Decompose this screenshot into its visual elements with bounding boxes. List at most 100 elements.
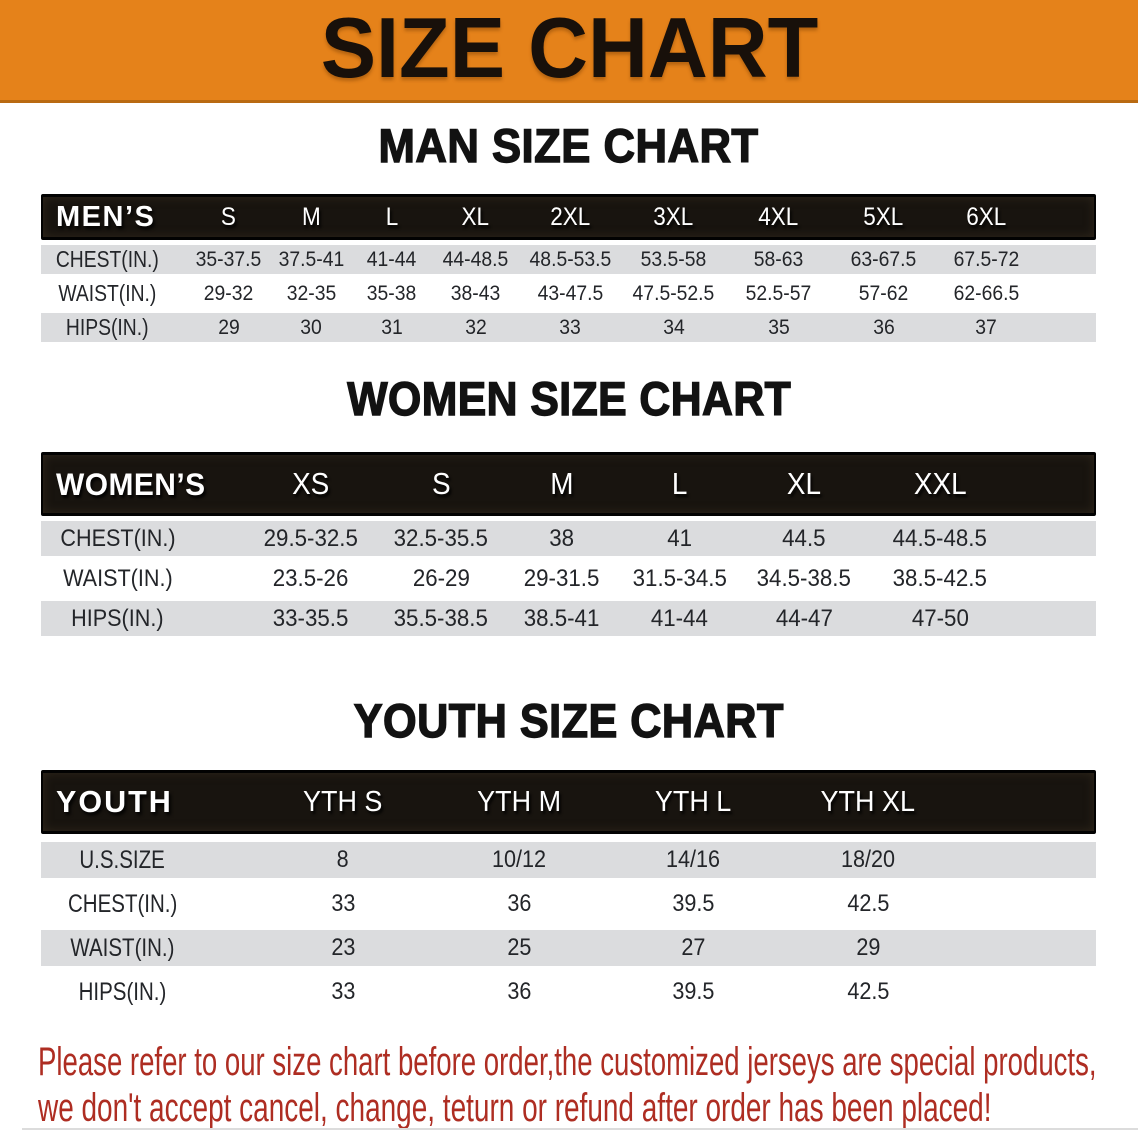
cell-text: 38.5-41 xyxy=(524,604,600,632)
cell: 34 xyxy=(621,313,726,342)
header-corner-label: YOUTH xyxy=(43,773,254,831)
cell-text: 44.5 xyxy=(782,524,826,552)
cell: 39.5 xyxy=(606,886,780,922)
table-row: HIPS(IN.) 33-35.5 35.5-38.5 38.5-41 41-4… xyxy=(41,601,1096,636)
cell-text: 37.5-41 xyxy=(278,247,344,271)
cell-text: 53.5-58 xyxy=(640,247,707,271)
header-cell: M xyxy=(271,197,351,237)
section-title-text: MAN SIZE CHART xyxy=(378,118,760,172)
cell: 33 xyxy=(254,974,432,1010)
row-label: U.S.SIZE xyxy=(41,842,254,878)
cell: 31.5-34.5 xyxy=(620,561,739,596)
table-row: HIPS(IN.) 29 30 31 32 33 34 35 36 37 xyxy=(41,313,1096,342)
row-spacer xyxy=(956,974,1096,1010)
header-cell: 5XL xyxy=(831,197,936,237)
cell: 29.5-32.5 xyxy=(244,521,378,556)
cell-text: 38 xyxy=(549,524,575,552)
cell: 25 xyxy=(432,930,606,966)
table-header-row: MEN’S S M L XL 2XL 3XL 4XL 5XL 6XL xyxy=(41,194,1096,240)
cell: 10/12 xyxy=(432,842,606,878)
cell: 58-63 xyxy=(726,245,831,274)
header-spacer xyxy=(1011,455,1094,513)
cell-text: 14/16 xyxy=(665,846,721,873)
cell: 30 xyxy=(271,313,351,342)
header-cell: M xyxy=(504,455,620,513)
cell: 37.5-41 xyxy=(271,245,351,274)
cell: 63-67.5 xyxy=(831,245,936,274)
section-title-0: MAN SIZE CHART xyxy=(0,119,1138,171)
cell-text: 29-32 xyxy=(203,281,254,305)
cell-text: 35.5-38.5 xyxy=(393,604,489,632)
header-cell: L xyxy=(620,455,739,513)
cell-text: 44.5-48.5 xyxy=(892,524,988,552)
header-cell-text: L xyxy=(385,202,398,231)
row-label: CHEST(IN.) xyxy=(41,886,254,922)
cell-text: 32-35 xyxy=(286,281,336,305)
header-cell: YTH L xyxy=(606,773,780,831)
cell: 32.5-35.5 xyxy=(378,521,504,556)
header-cell-text: 2XL xyxy=(549,202,591,231)
row-label: CHEST(IN.) xyxy=(41,245,186,274)
table-row: WAIST(IN.) 23 25 27 29 xyxy=(41,930,1096,966)
table-header-row: YOUTH YTH S YTH M YTH L YTH XL xyxy=(41,770,1096,834)
cell-text: 43-47.5 xyxy=(537,281,603,305)
cell: 44-47 xyxy=(739,601,869,636)
cell: 27 xyxy=(606,930,780,966)
cell: 29-32 xyxy=(186,279,271,308)
cell-text: 48.5-53.5 xyxy=(529,247,611,271)
cell: 44-48.5 xyxy=(432,245,519,274)
header-cell: 6XL xyxy=(936,197,1036,237)
header-cell: XXL xyxy=(869,455,1011,513)
row-label: HIPS(IN.) xyxy=(41,974,254,1010)
header-cell: 2XL xyxy=(519,197,621,237)
cell-text: 47.5-52.5 xyxy=(632,281,715,305)
cell-text: 36 xyxy=(506,890,532,917)
cell-text: 41-44 xyxy=(650,604,709,632)
cell-text: 44-47 xyxy=(775,604,833,632)
cell-text: 31.5-34.5 xyxy=(632,564,727,592)
row-label: HIPS(IN.) xyxy=(41,313,186,342)
cell-text: 33-35.5 xyxy=(273,604,349,632)
table-row: U.S.SIZE 8 10/12 14/16 18/20 xyxy=(41,842,1096,878)
header-spacer xyxy=(1036,197,1094,237)
cell: 52.5-57 xyxy=(726,279,831,308)
cell-text: 36 xyxy=(506,978,532,1005)
cell: 32 xyxy=(432,313,519,342)
header-cell-text: S xyxy=(220,202,237,231)
section-title-text: YOUTH SIZE CHART xyxy=(353,693,785,747)
table-row: HIPS(IN.) 33 36 39.5 42.5 xyxy=(41,974,1096,1010)
cell: 67.5-72 xyxy=(936,245,1036,274)
cell: 37 xyxy=(936,313,1036,342)
cell-text: 39.5 xyxy=(671,978,715,1005)
footer-note: Please refer to our size chart before or… xyxy=(38,1039,1138,1131)
row-label-text: WAIST(IN.) xyxy=(70,933,175,962)
cell-text: 10/12 xyxy=(491,846,547,873)
cell: 62-66.5 xyxy=(936,279,1036,308)
cell-text: 63-67.5 xyxy=(850,247,917,271)
cell: 48.5-53.5 xyxy=(519,245,621,274)
header-spacer xyxy=(956,773,1094,831)
row-label: WAIST(IN.) xyxy=(41,561,244,596)
cell-text: 41 xyxy=(667,524,692,552)
header-cell-text: 3XL xyxy=(653,202,694,231)
cell-text: 38.5-42.5 xyxy=(892,564,988,592)
header-corner-label-text: WOMEN’S xyxy=(56,465,206,502)
cell: 35-38 xyxy=(351,279,432,308)
row-label-text: CHEST(IN.) xyxy=(55,246,159,272)
header-cell-text: XL xyxy=(786,466,822,501)
cell: 26-29 xyxy=(378,561,504,596)
row-label-text: HIPS(IN.) xyxy=(78,977,167,1006)
cell-text: 33 xyxy=(330,978,356,1005)
cell: 36 xyxy=(831,313,936,342)
row-label: HIPS(IN.) xyxy=(41,601,244,636)
row-label-text: CHEST(IN.) xyxy=(67,889,178,918)
cell-text: 29.5-32.5 xyxy=(263,524,359,552)
table-row: CHEST(IN.) 29.5-32.5 32.5-35.5 38 41 44.… xyxy=(41,521,1096,556)
row-spacer xyxy=(1011,601,1096,636)
header-corner-label-text: MEN’S xyxy=(56,200,156,233)
cell: 41 xyxy=(620,521,739,556)
header-cell-text: YTH XL xyxy=(820,785,916,818)
cell-text: 37 xyxy=(975,315,997,339)
header-cell: S xyxy=(186,197,271,237)
header-cell-text: 6XL xyxy=(965,202,1007,231)
